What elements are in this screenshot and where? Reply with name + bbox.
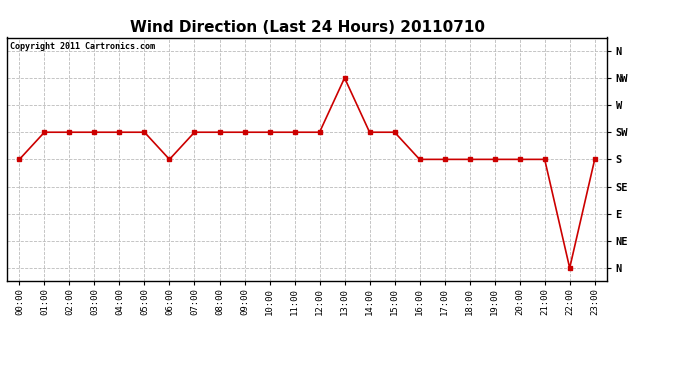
Text: Copyright 2011 Cartronics.com: Copyright 2011 Cartronics.com: [10, 42, 155, 51]
Title: Wind Direction (Last 24 Hours) 20110710: Wind Direction (Last 24 Hours) 20110710: [130, 20, 484, 35]
